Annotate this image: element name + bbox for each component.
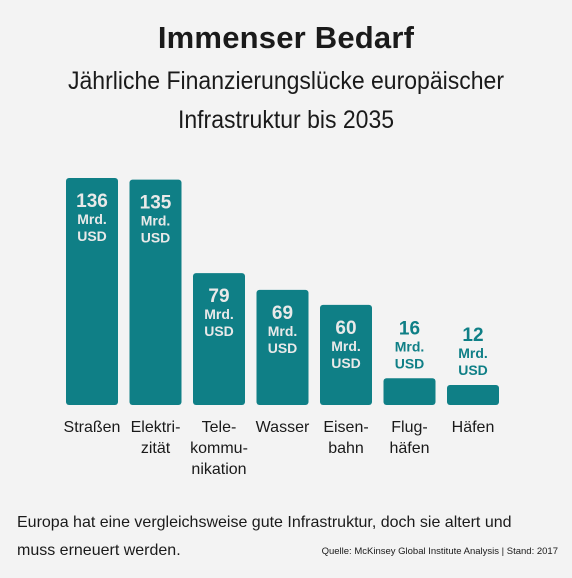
unit-label-usd-2: USD (204, 323, 234, 339)
unit-label-usd-4: USD (331, 355, 361, 371)
bar-4 (320, 304, 372, 405)
unit-label-mrd-3: Mrd. (268, 323, 298, 339)
subtitle-line-2: Infrastruktur bis 2035 (177, 106, 395, 134)
category-label-2-2: nikation (191, 461, 246, 478)
category-label-5-0: Flug- (391, 419, 427, 436)
value-label-4: 60 (335, 318, 356, 339)
unit-label-usd-1: USD (141, 230, 171, 246)
bar-1 (129, 179, 182, 405)
value-label-5: 16 (399, 318, 420, 339)
unit-label-mrd-4: Mrd. (331, 338, 361, 354)
chart-subtitle: Jährliche Finanzierungslücke europäische… (23, 62, 549, 140)
unit-label-mrd-5: Mrd. (395, 338, 425, 354)
unit-label-mrd-6: Mrd. (458, 345, 488, 361)
unit-label-usd-0: USD (77, 228, 107, 244)
category-label-0-0: Straßen (64, 419, 121, 436)
bar-0 (66, 178, 118, 405)
unit-label-usd-5: USD (395, 355, 425, 371)
category-label-1-1: zität (141, 440, 171, 457)
unit-label-mrd-0: Mrd. (77, 211, 107, 227)
bar-3 (256, 289, 309, 405)
value-label-1: 135 (140, 193, 172, 214)
unit-label-mrd-2: Mrd. (204, 306, 234, 322)
category-label-4-0: Eisen- (323, 419, 368, 436)
category-label-6-0: Häfen (452, 419, 495, 436)
chart-title: Immenser Bedarf (157, 20, 415, 55)
bar-6 (447, 384, 499, 405)
category-label-2-1: kommu- (190, 440, 248, 457)
category-label-3-0: Wasser (256, 419, 310, 436)
value-label-0: 136 (76, 191, 108, 212)
source-note: Quelle: McKinsey Global Institute Analys… (321, 546, 558, 557)
footnote-line-1: Europa hat eine vergleichsweise gute Inf… (17, 514, 512, 531)
category-label-2-0: Tele- (202, 419, 237, 436)
subtitle-line-1: Jährliche Finanzierungslücke europäische… (68, 67, 504, 95)
bar-chart: 136Mrd.USDStraßen135Mrd.USDElektri-zität… (64, 178, 499, 478)
bar-5 (383, 378, 436, 405)
footnote-line-2: muss erneuert werden. (17, 542, 181, 559)
category-label-4-1: bahn (328, 440, 364, 457)
value-label-6: 12 (462, 325, 483, 346)
unit-label-usd-6: USD (458, 362, 488, 378)
value-label-3: 69 (272, 303, 293, 324)
value-label-2: 79 (208, 286, 229, 307)
unit-label-usd-3: USD (268, 340, 298, 356)
category-label-5-1: häfen (389, 440, 429, 457)
bar-2 (193, 273, 245, 405)
footnote: Europa hat eine vergleichsweise gute Inf… (17, 509, 537, 565)
category-label-1-0: Elektri- (131, 419, 181, 436)
unit-label-mrd-1: Mrd. (141, 213, 171, 229)
